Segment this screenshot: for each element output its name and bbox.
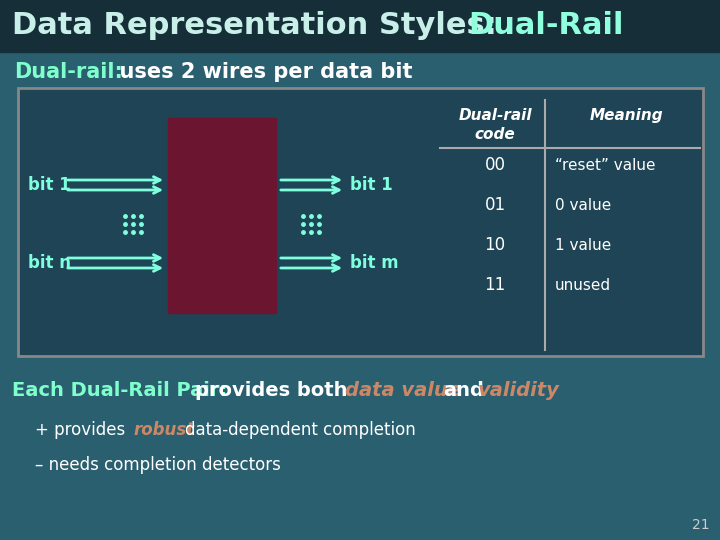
Text: Dual-Rail: Dual-Rail	[468, 11, 624, 40]
Text: 1 value: 1 value	[555, 238, 611, 253]
Bar	[0, 0, 720, 52]
Text: Meaning: Meaning	[590, 108, 664, 123]
Text: Data Representation Styles:: Data Representation Styles:	[12, 11, 518, 40]
Bar	[18, 88, 703, 356]
Text: “reset” value: “reset” value	[555, 158, 655, 172]
Text: bit m: bit m	[350, 254, 399, 272]
Text: robust: robust	[133, 421, 194, 439]
Bar	[168, 118, 276, 313]
Text: bit 1: bit 1	[350, 176, 392, 194]
Text: + provides: + provides	[35, 421, 125, 439]
Text: validity: validity	[478, 381, 560, 400]
Text: 01: 01	[485, 196, 505, 214]
Text: Dual-rail
code: Dual-rail code	[458, 108, 532, 141]
Text: bit n: bit n	[28, 254, 71, 272]
Text: provides both: provides both	[195, 381, 348, 400]
Text: Dual-rail:: Dual-rail:	[14, 62, 123, 82]
Text: 11: 11	[485, 276, 505, 294]
Text: 0 value: 0 value	[555, 198, 611, 213]
Text: bit 1: bit 1	[28, 176, 71, 194]
Text: 10: 10	[485, 236, 505, 254]
Text: and: and	[443, 381, 484, 400]
Text: data value: data value	[345, 381, 461, 400]
Text: unused: unused	[555, 278, 611, 293]
Text: uses 2 wires per data bit: uses 2 wires per data bit	[105, 62, 413, 82]
Text: 00: 00	[485, 156, 505, 174]
Text: 21: 21	[693, 518, 710, 532]
Text: Each Dual-Rail Pair:: Each Dual-Rail Pair:	[12, 381, 228, 400]
Text: data-dependent completion: data-dependent completion	[185, 421, 415, 439]
Text: – needs completion detectors: – needs completion detectors	[35, 456, 281, 474]
